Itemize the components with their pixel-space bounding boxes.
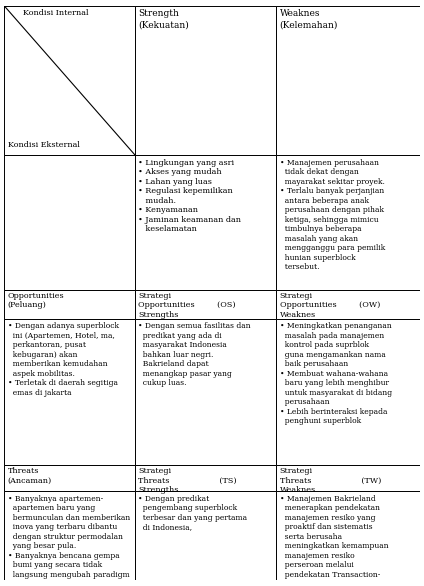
Text: Strategi
Opportunities         (OS)
Strengths: Strategi Opportunities (OS) Strengths: [139, 292, 236, 319]
Bar: [276, 465, 420, 491]
Text: Strategi
Opportunities         (OW)
Weaknes: Strategi Opportunities (OW) Weaknes: [280, 292, 380, 319]
Text: • Banyaknya apartemen-
  apartemen baru yang
  bermunculan dan memberikan
  inov: • Banyaknya apartemen- apartemen baru ya…: [8, 495, 130, 586]
Bar: [135, 491, 276, 580]
Text: • Dengan adanya superblock
  ini (Apartemen, Hotel, ma,
  perkantoran, pusat
  k: • Dengan adanya superblock ini (Aparteme…: [8, 322, 119, 397]
Bar: [276, 155, 420, 290]
Text: • Meningkatkan penanganan
  masalah pada manajemen
  kontrol pada suprblok
  gun: • Meningkatkan penanganan masalah pada m…: [280, 322, 392, 425]
Text: Opportunities
(Peluang): Opportunities (Peluang): [8, 292, 64, 309]
Bar: [4, 491, 135, 580]
Text: Weaknes
(Kelemahan): Weaknes (Kelemahan): [280, 9, 338, 29]
Text: • Dengan semua fasilitas dan
  predikat yang ada di
  masyarakat Indonesia
  bah: • Dengan semua fasilitas dan predikat ya…: [139, 322, 251, 387]
Bar: [276, 290, 420, 319]
Bar: [4, 155, 135, 290]
Text: Strategi
Threats                    (TS)
Strengths: Strategi Threats (TS) Strengths: [139, 467, 237, 494]
Bar: [135, 319, 276, 465]
Bar: [4, 6, 135, 155]
Text: • Manajemen perusahaan
  tidak dekat dengan
  mayarakat sekitar proyek.
• Terlal: • Manajemen perusahaan tidak dekat denga…: [280, 159, 385, 271]
Bar: [4, 290, 135, 319]
Bar: [135, 155, 276, 290]
Bar: [135, 290, 276, 319]
Text: Kondisi Eksternal: Kondisi Eksternal: [8, 141, 79, 149]
Text: Kondisi Internal: Kondisi Internal: [23, 9, 89, 17]
Text: Strength
(Kekuatan): Strength (Kekuatan): [139, 9, 189, 29]
Text: Strategi
Threats                    (TW)
Weaknes: Strategi Threats (TW) Weaknes: [280, 467, 381, 494]
Text: Threats
(Ancaman): Threats (Ancaman): [8, 467, 52, 485]
Text: • Dengan predikat
  pengembang superblock
  terbesar dan yang pertama
  di Indon: • Dengan predikat pengembang superblock …: [139, 495, 248, 531]
Bar: [135, 6, 276, 155]
Bar: [4, 465, 135, 491]
Text: • Manajemen Bakrieland
  menerapkan pendekatan
  manajemen resiko yang
  proakti: • Manajemen Bakrieland menerapkan pendek…: [280, 495, 388, 586]
Bar: [276, 491, 420, 580]
Text: • Lingkungan yang asri
• Akses yang mudah
• Lahan yang luas
• Regulasi kepemilik: • Lingkungan yang asri • Akses yang muda…: [139, 159, 241, 233]
Bar: [135, 465, 276, 491]
Bar: [4, 319, 135, 465]
Bar: [276, 6, 420, 155]
Bar: [276, 319, 420, 465]
